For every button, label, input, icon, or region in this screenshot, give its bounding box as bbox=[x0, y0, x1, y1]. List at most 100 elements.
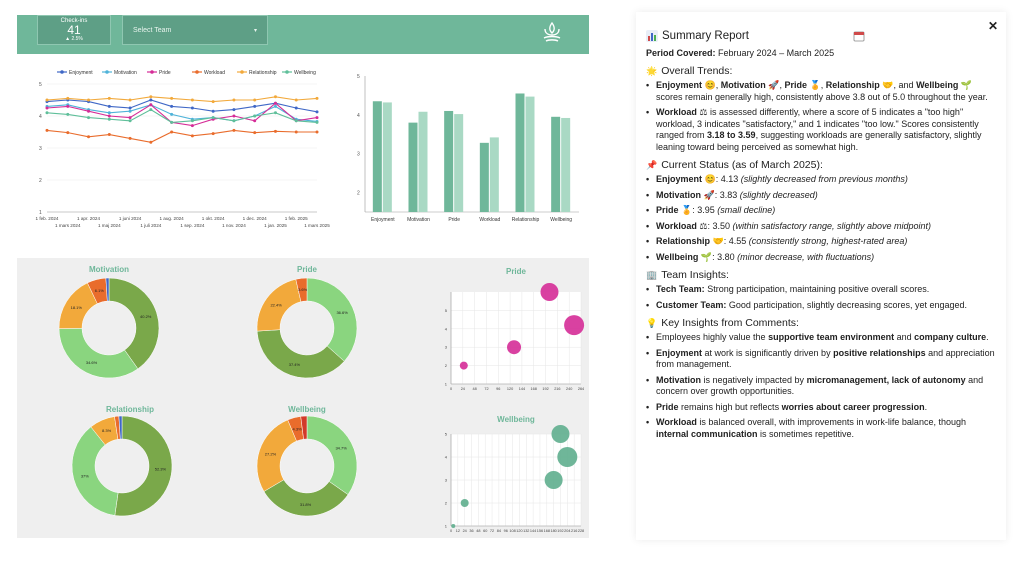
series-point bbox=[128, 109, 132, 113]
donut-slice bbox=[306, 277, 358, 362]
series-point bbox=[232, 114, 236, 118]
category-label: Workload bbox=[479, 217, 500, 223]
bar bbox=[372, 101, 382, 212]
series-point bbox=[107, 133, 111, 137]
seedling-icon: 🌱 bbox=[960, 80, 973, 90]
insight-item: Motivation is negatively impacted by mic… bbox=[646, 375, 996, 398]
series-point bbox=[170, 96, 174, 100]
x-tick-label: 1 feb. 2024 bbox=[36, 216, 59, 221]
x-tick-label: 48 bbox=[476, 529, 480, 533]
series-point bbox=[253, 98, 257, 102]
bar bbox=[525, 96, 535, 212]
series-point bbox=[190, 106, 194, 110]
close-icon[interactable]: ✕ bbox=[987, 19, 998, 33]
x-tick-label: 96 bbox=[504, 529, 508, 533]
y-tick-label: 2 bbox=[357, 191, 360, 197]
series-point bbox=[66, 104, 70, 108]
x-tick-label: 12 bbox=[456, 529, 460, 533]
series-point bbox=[294, 98, 298, 102]
donut-slice-label: 4.3% bbox=[293, 426, 303, 431]
legend-label: Motivation bbox=[114, 70, 137, 76]
legend-swatch-dot bbox=[195, 70, 199, 74]
series-point bbox=[170, 130, 174, 134]
series-point bbox=[66, 131, 70, 135]
team-select[interactable]: Select Team ▾ bbox=[122, 15, 268, 45]
donut-slice-label: 37.4% bbox=[289, 362, 301, 367]
x-tick-label: 1 sep. 2024 bbox=[180, 223, 204, 228]
bubble-panel: Pride 0 24 48 72 96 120 144 168 192 216 240 264 1 2 3 4 5… bbox=[385, 258, 589, 538]
series-point bbox=[190, 124, 194, 128]
x-tick-label: 72 bbox=[490, 529, 494, 533]
pushpin-icon: 📌 bbox=[646, 160, 658, 170]
donut-slice bbox=[71, 426, 119, 516]
donut-slice bbox=[256, 419, 297, 492]
series-point bbox=[66, 112, 70, 116]
x-tick-label: 1 nov. 2024 bbox=[222, 223, 246, 228]
x-tick-label: 204 bbox=[564, 529, 570, 533]
series-line bbox=[46, 104, 318, 122]
category-label: Motivation bbox=[407, 217, 430, 223]
x-tick-label: 1 jan. 2025 bbox=[264, 223, 287, 228]
team-item: Tech Team: Strong participation, maintai… bbox=[646, 284, 996, 296]
donut-slice bbox=[256, 329, 345, 379]
bubble-point bbox=[557, 447, 578, 467]
report-title: Summary Report bbox=[646, 30, 996, 42]
donut-slice bbox=[105, 277, 110, 302]
series-point bbox=[190, 119, 194, 123]
bar bbox=[551, 116, 561, 212]
kpi-delta: ▲ 2.5% bbox=[65, 36, 83, 42]
bubble-point bbox=[551, 425, 570, 443]
x-tick-label: 1 maj 2024 bbox=[98, 223, 121, 228]
donut-slice-label: 34.6% bbox=[86, 360, 98, 365]
bar bbox=[418, 111, 428, 212]
series-line bbox=[46, 99, 318, 113]
trend-item: Enjoyment 😊, Motivation 🚀, Pride 🏅, Rela… bbox=[646, 80, 996, 103]
insight-item: Employees highly value the supportive te… bbox=[646, 332, 996, 344]
medal-icon: 🏅 bbox=[809, 80, 821, 90]
series-point bbox=[170, 120, 174, 124]
series-point bbox=[107, 104, 111, 108]
series-point bbox=[149, 95, 153, 99]
donut-charts: Motivation 40.2% 34.6% 18.1% 6.1% Pride 36.6% 3… bbox=[58, 265, 358, 517]
x-tick-label: 156 bbox=[537, 529, 543, 533]
status-item: Motivation 🚀: 3.83 (slightly decreased) bbox=[646, 190, 996, 202]
y-tick-label: 2 bbox=[39, 178, 42, 184]
series-point bbox=[149, 108, 153, 112]
x-tick-label: 228 bbox=[578, 529, 584, 533]
series-point bbox=[128, 98, 132, 102]
dashboard-header bbox=[17, 15, 589, 54]
x-tick-label: 144 bbox=[519, 387, 525, 391]
x-tick-label: 1 apr. 2024 bbox=[77, 216, 100, 221]
bar bbox=[561, 117, 571, 212]
y-tick-label: 3 bbox=[39, 146, 42, 152]
x-tick-label: 1 mars 2024 bbox=[55, 223, 81, 228]
donut-slice-label: 22.4% bbox=[270, 302, 282, 307]
scale-icon: ⚖ bbox=[699, 107, 708, 117]
x-tick-label: 240 bbox=[566, 387, 572, 391]
series-point bbox=[315, 130, 319, 134]
x-tick-label: 1 feb. 2025 bbox=[285, 216, 308, 221]
legend-swatch-dot bbox=[240, 70, 244, 74]
y-tick-label: 1 bbox=[445, 382, 448, 387]
bubble-point bbox=[460, 499, 469, 507]
category-label: Relationship bbox=[512, 217, 540, 223]
series-point bbox=[232, 119, 236, 123]
current-status-heading: 📌 Current Status (as of March 2025): bbox=[646, 159, 823, 171]
team-item: Customer Team: Good participation, sligh… bbox=[646, 300, 996, 312]
lotus-logo-icon bbox=[543, 21, 561, 42]
series-point bbox=[87, 135, 91, 139]
y-tick-label: 5 bbox=[445, 432, 448, 437]
series-point bbox=[66, 96, 70, 100]
x-tick-label: 0 bbox=[450, 387, 452, 391]
donut-slice-label: 3.6% bbox=[298, 287, 308, 292]
series-point bbox=[107, 96, 111, 100]
report-period: Period Covered: February 2024 – March 20… bbox=[646, 48, 835, 58]
bubble-point bbox=[451, 524, 456, 528]
x-tick-label: 96 bbox=[496, 387, 500, 391]
donut-slice-label: 27.2% bbox=[265, 451, 277, 456]
x-tick-label: 216 bbox=[554, 387, 560, 391]
status-item: Enjoyment 😊: 4.13 (slightly decreased fr… bbox=[646, 174, 996, 186]
x-tick-label: 108 bbox=[509, 529, 515, 533]
x-tick-label: 36 bbox=[469, 529, 473, 533]
